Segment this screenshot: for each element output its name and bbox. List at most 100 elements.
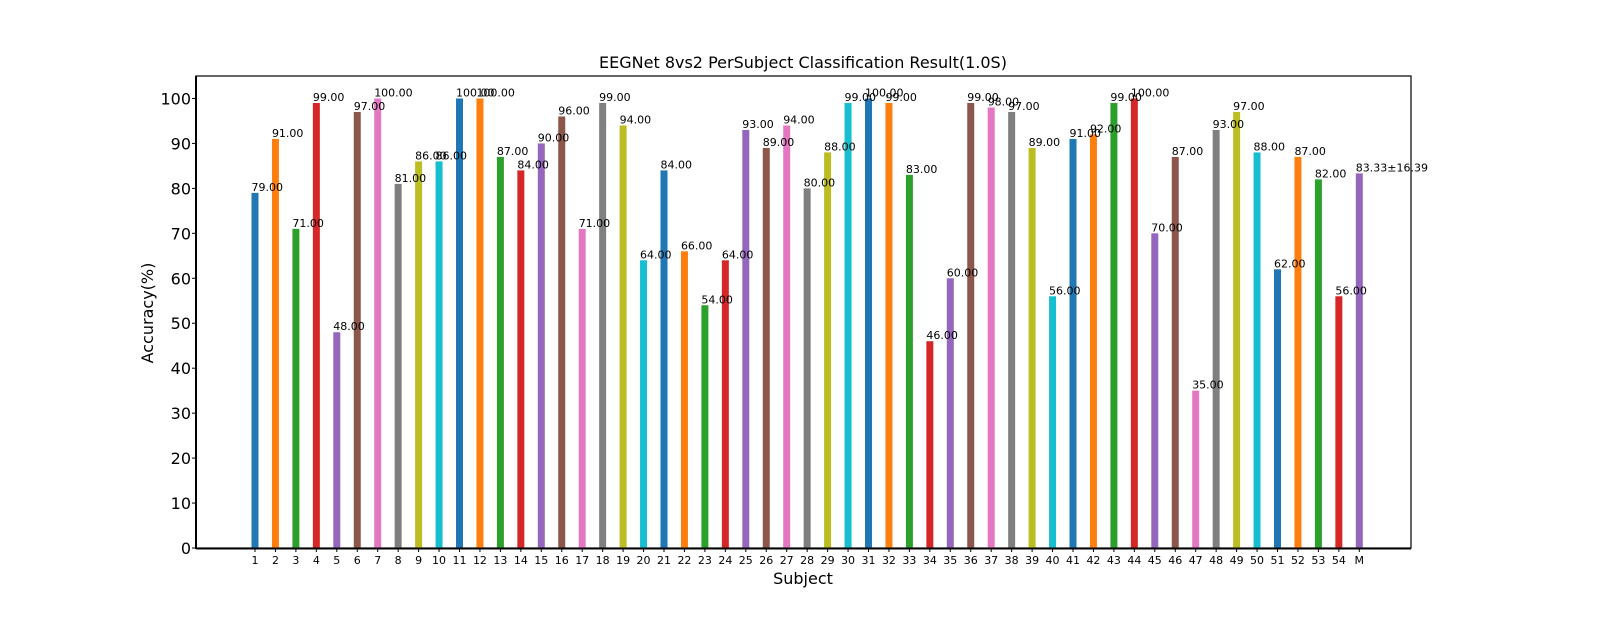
data-label-12: 100.00: [476, 86, 515, 99]
x-tick-label-28: 28: [800, 554, 814, 567]
x-tick-label-10: 10: [432, 554, 446, 567]
x-axis: 1 2 3 4 5 6 7 8 9 10 11 12 13 14 15 16 17 18 19 20 21 22 23 24 2…: [252, 548, 1364, 567]
y-axis-label: Accuracy(%): [138, 263, 157, 364]
x-tick-label-12: 12: [473, 554, 487, 567]
x-tick-label-40: 40: [1046, 554, 1060, 567]
bar-3: [292, 228, 300, 548]
x-tick-label-33: 33: [902, 554, 916, 567]
bar-46: [1171, 156, 1179, 548]
x-tick-label-54: 54: [1332, 554, 1346, 567]
x-tick-label-23: 23: [698, 554, 712, 567]
data-label-47: 35.00: [1192, 379, 1224, 392]
x-axis-label: Subject: [773, 569, 833, 588]
data-label-33: 83.00: [906, 163, 938, 176]
data-label-17: 71.00: [579, 217, 611, 230]
bar-10: [435, 161, 443, 548]
x-tick-label-52: 52: [1291, 554, 1305, 567]
data-label-36: 99.00: [967, 91, 999, 104]
data-label-26: 89.00: [763, 136, 795, 149]
x-tick-label-14: 14: [514, 554, 528, 567]
x-tick-label-2: 2: [272, 554, 279, 567]
bar-50: [1253, 152, 1261, 549]
chart-title: EEGNet 8vs2 PerSubject Classification Re…: [599, 53, 1007, 72]
x-tick-label-22: 22: [677, 554, 691, 567]
data-label-35: 60.00: [947, 266, 979, 279]
x-tick-label-44: 44: [1127, 554, 1141, 567]
x-tick-label-4: 4: [313, 554, 320, 567]
data-label-9: 86.00: [415, 149, 447, 162]
data-label-37: 98.00: [988, 95, 1020, 108]
x-tick-label-25: 25: [739, 554, 753, 567]
data-label-32: 99.00: [885, 91, 917, 104]
data-label-45: 70.00: [1151, 221, 1183, 234]
data-label-30: 99.00: [845, 91, 877, 104]
data-label-16: 96.00: [558, 104, 590, 117]
data-label-25: 93.00: [742, 118, 774, 131]
x-tick-label-31: 31: [862, 554, 876, 567]
y-tick-label: 0: [181, 539, 191, 558]
y-tick-label: 30: [171, 404, 191, 423]
bar-43: [1110, 102, 1118, 548]
x-tick-label-38: 38: [1005, 554, 1019, 567]
x-tick-label-16: 16: [555, 554, 569, 567]
y-tick-label: 50: [171, 314, 191, 333]
x-tick-label-51: 51: [1271, 554, 1285, 567]
data-label-11: 100.00: [456, 86, 495, 99]
data-label-27: 94.00: [783, 113, 815, 126]
x-tick-label-5: 5: [333, 554, 340, 567]
bar-51: [1274, 269, 1281, 548]
data-label-52: 87.00: [1294, 145, 1326, 158]
x-tick-label-43: 43: [1107, 554, 1121, 567]
bar-25: [742, 129, 750, 548]
data-label-51: 62.00: [1274, 257, 1306, 270]
bar-49: [1233, 111, 1241, 549]
data-label-14: 84.00: [517, 158, 549, 171]
bars-group: [251, 98, 1363, 549]
y-tick-label: 10: [171, 494, 191, 513]
x-tick-label-9: 9: [415, 554, 422, 567]
bar-19: [619, 125, 627, 548]
bar-16: [558, 116, 566, 549]
x-tick-label-42: 42: [1086, 554, 1100, 567]
bar-37: [987, 107, 995, 548]
x-tick-label-41: 41: [1066, 554, 1080, 567]
bar-54: [1335, 296, 1343, 548]
data-label-20: 64.00: [640, 248, 672, 261]
bar-34: [926, 341, 934, 548]
x-tick-label-27: 27: [780, 554, 794, 567]
data-label-15: 90.00: [538, 131, 570, 144]
data-label-2: 91.00: [272, 127, 304, 140]
x-tick-label-24: 24: [718, 554, 732, 567]
data-labels-group: 79.0091.0071.0099.0048.0097.00100.0081.0…: [252, 86, 1429, 391]
data-label-10: 86.00: [436, 149, 468, 162]
bar-30: [844, 102, 852, 548]
x-tick-label-13: 13: [493, 554, 507, 567]
x-tick-label-37: 37: [984, 554, 998, 567]
x-tick-label-46: 46: [1168, 554, 1182, 567]
x-tick-label-19: 19: [616, 554, 630, 567]
y-tick-label: 40: [171, 359, 191, 378]
x-tick-label-32: 32: [882, 554, 896, 567]
y-tick-label: 20: [171, 449, 191, 468]
data-label-42: 92.00: [1090, 122, 1122, 135]
x-tick-label-30: 30: [841, 554, 855, 567]
data-label-50: 88.00: [1254, 140, 1286, 153]
bar-28: [803, 188, 811, 548]
data-label-41: 91.00: [1070, 127, 1102, 140]
bar-27: [783, 125, 791, 548]
bar-23: [701, 305, 709, 548]
bar-22: [680, 251, 688, 548]
bar-5: [333, 332, 341, 548]
x-tick-label-47: 47: [1189, 554, 1203, 567]
data-label-38: 97.00: [1008, 100, 1040, 113]
bar-40: [1049, 296, 1057, 548]
bar-6: [353, 111, 361, 549]
data-label-31: 100.00: [865, 86, 904, 99]
x-tick-label-53: 53: [1311, 554, 1325, 567]
bar-13: [496, 156, 504, 548]
data-label-28: 80.00: [804, 176, 836, 189]
x-tick-label-50: 50: [1250, 554, 1264, 567]
y-tick-label: 90: [171, 134, 191, 153]
x-tick-label-7: 7: [374, 554, 381, 567]
